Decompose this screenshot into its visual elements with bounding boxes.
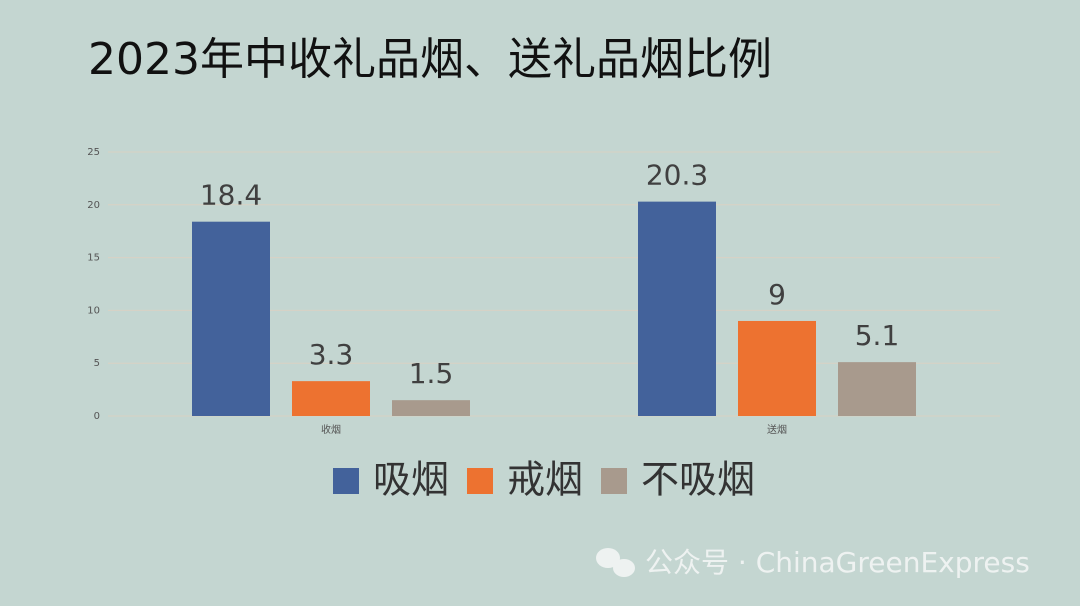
data-label: 9 [768,278,786,311]
y-tick-label: 20 [87,200,100,211]
y-tick-label: 10 [87,305,100,316]
legend-label: 戒烟 [507,458,583,502]
legend-label: 不吸烟 [641,458,755,502]
legend-label: 吸烟 [373,458,449,502]
legend-swatch [467,468,493,494]
x-tick-label: 收烟 [321,423,341,436]
watermark-icon [596,548,635,577]
bar [392,400,470,416]
watermark: 公众号 · ChinaGreenExpress [645,546,1030,579]
y-tick-label: 15 [87,253,100,264]
y-tick-label: 0 [94,411,100,422]
bar [638,201,716,416]
x-tick-label: 送烟 [767,423,787,436]
y-tick-label: 5 [94,358,100,369]
bar [838,362,916,416]
bar [738,320,816,416]
chart-title: 2023年中收礼品烟、送礼品烟比例 [88,34,772,85]
legend-swatch [333,468,359,494]
bar [192,221,270,416]
bar [292,381,370,416]
data-label: 1.5 [409,357,454,390]
legend-swatch [601,468,627,494]
data-label: 20.3 [646,159,708,192]
data-label: 3.3 [309,338,354,371]
y-tick-label: 25 [87,147,100,158]
data-label: 18.4 [200,179,262,212]
data-label: 5.1 [855,319,900,352]
